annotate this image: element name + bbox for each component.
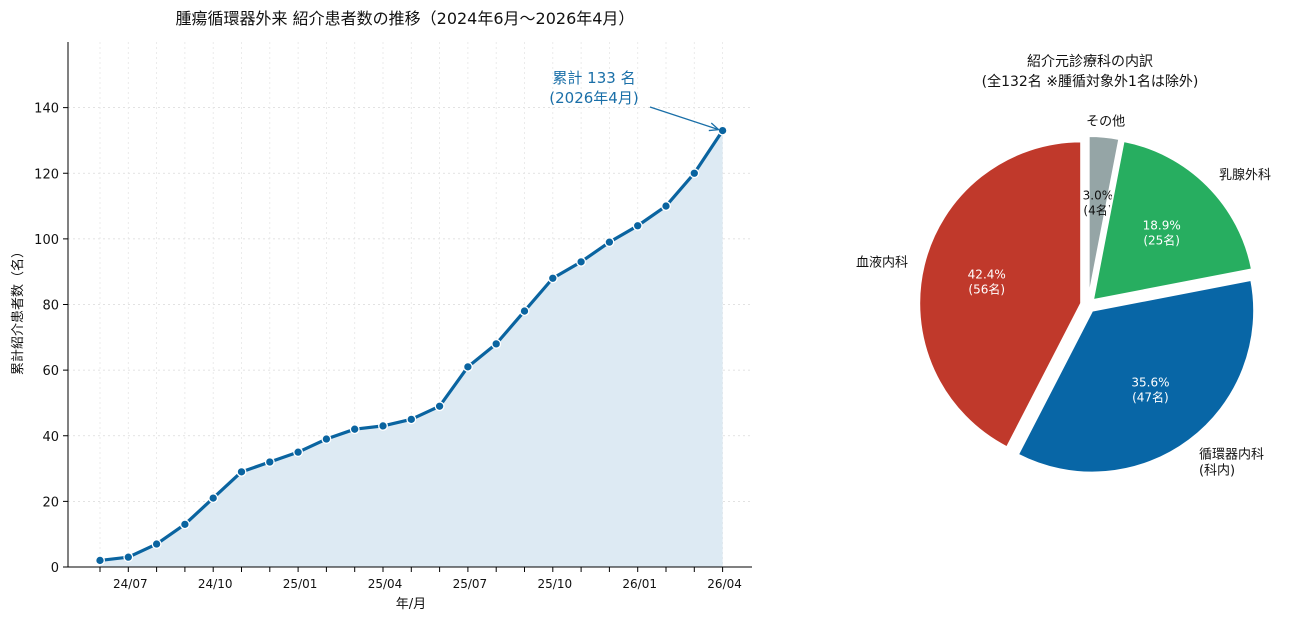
area-fill — [100, 130, 723, 567]
pie-count-label: (25名) — [1143, 232, 1180, 247]
pie-percent-label: 3.0% — [1083, 188, 1114, 202]
y-tick-label: 20 — [42, 495, 59, 510]
x-tick-label: 25/04 — [368, 577, 403, 591]
y-tick-label: 140 — [34, 102, 59, 117]
pie-percent-label: 35.6% — [1131, 375, 1169, 389]
annotation-text: (2026年4月) — [549, 89, 638, 107]
pie-chart-title: 紹介元診療科の内訳 — [1027, 53, 1153, 70]
data-point — [95, 555, 105, 566]
data-point — [378, 420, 388, 431]
data-point — [462, 361, 473, 372]
data-point — [321, 434, 332, 444]
y-axis-label: 累計紹介患者数（名） — [10, 245, 26, 375]
x-tick-label: 26/01 — [622, 577, 657, 591]
pie-category-label: 血液内科 — [856, 254, 908, 270]
pie-category-label: その他 — [1086, 115, 1125, 130]
pie-category-label: (科内) — [1199, 462, 1235, 478]
data-point — [264, 457, 275, 467]
y-tick-label: 80 — [42, 299, 59, 314]
data-point — [576, 256, 587, 267]
x-axis-label: 年/月 — [396, 597, 426, 612]
y-tick-label: 120 — [34, 167, 59, 182]
y-tick-label: 40 — [42, 430, 59, 445]
pie-count-label: (47名) — [1132, 389, 1169, 404]
data-point — [491, 338, 502, 349]
y-tick-label: 60 — [42, 364, 59, 379]
annotation-arrow — [649, 106, 719, 131]
x-tick-label: 24/07 — [113, 577, 148, 591]
pie-category-label: 乳腺外科 — [1219, 168, 1271, 183]
data-point — [208, 493, 219, 504]
pie-percent-label: 42.4% — [968, 267, 1006, 281]
data-point — [179, 519, 190, 530]
x-tick-label: 24/10 — [198, 577, 233, 591]
pie-percent-label: 18.9% — [1143, 218, 1181, 232]
y-tick-label: 100 — [34, 233, 59, 248]
x-tick-label: 25/01 — [283, 577, 318, 591]
data-point — [632, 220, 643, 231]
pie-category-label: 循環器内科 — [1199, 446, 1264, 462]
pie-slice — [918, 140, 1083, 449]
x-tick-label: 26/04 — [707, 577, 742, 591]
annotation-text: 累計 133 名 — [552, 69, 635, 87]
data-point — [547, 273, 558, 284]
data-point — [236, 466, 247, 477]
pie-count-label: (56名) — [968, 281, 1005, 296]
x-tick-label: 25/07 — [453, 577, 488, 591]
data-point — [293, 447, 304, 458]
pie-slice — [1016, 278, 1256, 474]
data-point — [434, 401, 445, 412]
annotation-arrowhead — [708, 122, 721, 132]
data-point — [406, 414, 417, 425]
pie-chart-subtitle: (全132名 ※腫循対象外1名は除外) — [982, 73, 1199, 90]
data-point — [123, 552, 134, 563]
pie-slice — [1091, 139, 1254, 302]
pie-count-label: (4名) — [1083, 202, 1112, 217]
data-point — [604, 237, 615, 248]
data-point — [689, 168, 700, 179]
data-point — [151, 539, 162, 549]
data-point — [717, 125, 728, 136]
data-point — [661, 201, 671, 212]
x-tick-label: 25/10 — [538, 577, 573, 591]
line-chart-title: 腫瘍循環器外来 紹介患者数の推移（2024年6月～2026年4月） — [176, 9, 635, 28]
pie-slice — [1087, 135, 1121, 299]
y-tick-label: 0 — [51, 561, 59, 576]
data-point — [349, 424, 360, 435]
data-point — [519, 306, 530, 317]
